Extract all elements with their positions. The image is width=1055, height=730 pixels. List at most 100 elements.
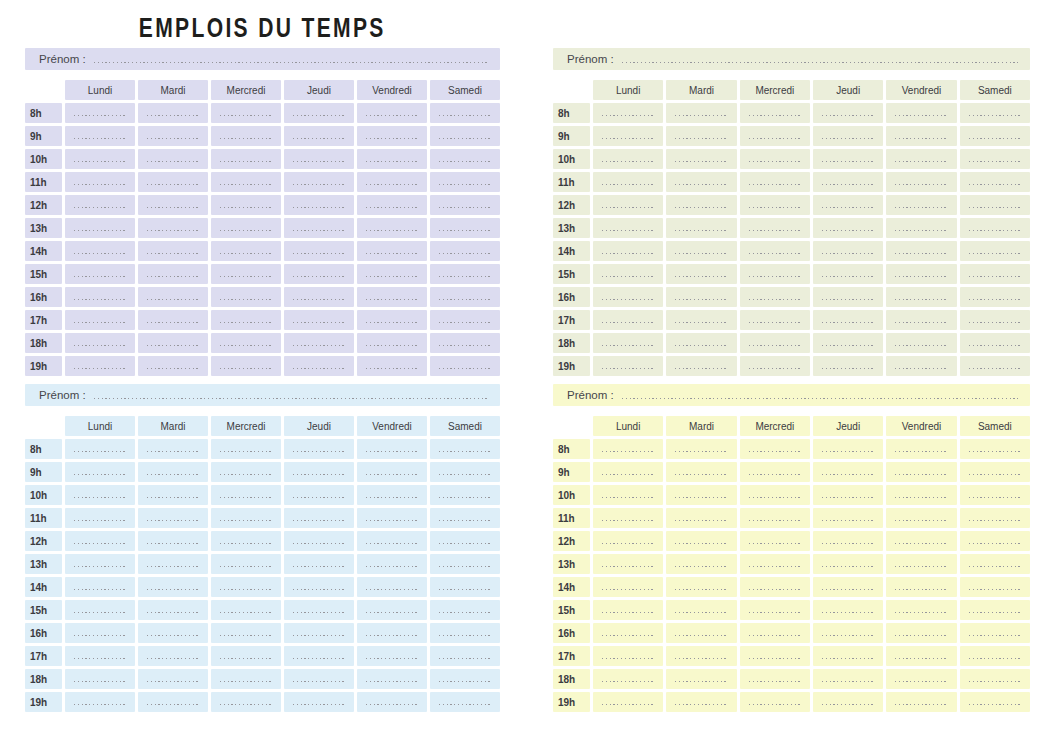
schedule-cell-lundi-9h[interactable] <box>593 126 663 146</box>
schedule-cell-jeudi-16h[interactable] <box>813 623 883 643</box>
schedule-cell-mercredi-11h[interactable] <box>740 508 810 528</box>
schedule-cell-mardi-13h[interactable] <box>138 554 208 574</box>
schedule-cell-mercredi-9h[interactable] <box>211 126 281 146</box>
schedule-cell-mercredi-17h[interactable] <box>211 646 281 666</box>
schedule-cell-mercredi-12h[interactable] <box>740 531 810 551</box>
schedule-cell-jeudi-12h[interactable] <box>284 531 354 551</box>
schedule-cell-vendredi-9h[interactable] <box>357 126 427 146</box>
prenom-fill-line[interactable] <box>622 62 1018 63</box>
schedule-cell-mercredi-17h[interactable] <box>740 310 810 330</box>
schedule-cell-samedi-17h[interactable] <box>960 310 1030 330</box>
schedule-cell-jeudi-19h[interactable] <box>813 356 883 376</box>
schedule-cell-samedi-11h[interactable] <box>430 172 500 192</box>
schedule-cell-mercredi-14h[interactable] <box>740 241 810 261</box>
schedule-cell-mercredi-18h[interactable] <box>740 669 810 689</box>
schedule-cell-mardi-8h[interactable] <box>138 439 208 459</box>
schedule-cell-lundi-10h[interactable] <box>593 485 663 505</box>
schedule-cell-jeudi-13h[interactable] <box>284 554 354 574</box>
schedule-cell-mercredi-11h[interactable] <box>211 508 281 528</box>
schedule-cell-vendredi-9h[interactable] <box>886 462 956 482</box>
schedule-cell-mardi-11h[interactable] <box>666 172 736 192</box>
schedule-cell-lundi-17h[interactable] <box>593 646 663 666</box>
schedule-cell-jeudi-18h[interactable] <box>284 669 354 689</box>
schedule-cell-lundi-12h[interactable] <box>65 531 135 551</box>
schedule-cell-mardi-13h[interactable] <box>666 218 736 238</box>
schedule-cell-vendredi-19h[interactable] <box>886 356 956 376</box>
schedule-cell-jeudi-14h[interactable] <box>813 241 883 261</box>
schedule-cell-lundi-16h[interactable] <box>65 623 135 643</box>
schedule-cell-mardi-14h[interactable] <box>138 577 208 597</box>
schedule-cell-mercredi-12h[interactable] <box>211 195 281 215</box>
schedule-cell-vendredi-11h[interactable] <box>886 508 956 528</box>
schedule-cell-mardi-10h[interactable] <box>138 149 208 169</box>
schedule-cell-mercredi-8h[interactable] <box>740 439 810 459</box>
schedule-cell-mercredi-8h[interactable] <box>211 439 281 459</box>
schedule-cell-samedi-15h[interactable] <box>960 264 1030 284</box>
schedule-cell-vendredi-17h[interactable] <box>886 310 956 330</box>
schedule-cell-lundi-10h[interactable] <box>65 485 135 505</box>
schedule-cell-jeudi-16h[interactable] <box>284 623 354 643</box>
schedule-cell-mardi-17h[interactable] <box>138 310 208 330</box>
schedule-cell-jeudi-17h[interactable] <box>284 310 354 330</box>
schedule-cell-lundi-13h[interactable] <box>593 218 663 238</box>
schedule-cell-mercredi-16h[interactable] <box>211 623 281 643</box>
schedule-cell-jeudi-14h[interactable] <box>284 577 354 597</box>
schedule-cell-mercredi-13h[interactable] <box>740 218 810 238</box>
schedule-cell-vendredi-8h[interactable] <box>886 439 956 459</box>
schedule-cell-samedi-10h[interactable] <box>430 149 500 169</box>
schedule-cell-mercredi-18h[interactable] <box>740 333 810 353</box>
schedule-cell-samedi-8h[interactable] <box>430 439 500 459</box>
schedule-cell-mardi-9h[interactable] <box>138 126 208 146</box>
schedule-cell-vendredi-13h[interactable] <box>886 218 956 238</box>
schedule-cell-samedi-16h[interactable] <box>960 287 1030 307</box>
schedule-cell-vendredi-9h[interactable] <box>357 462 427 482</box>
schedule-cell-mercredi-19h[interactable] <box>211 692 281 712</box>
schedule-cell-mardi-9h[interactable] <box>666 126 736 146</box>
schedule-cell-mardi-12h[interactable] <box>138 195 208 215</box>
schedule-cell-samedi-8h[interactable] <box>430 103 500 123</box>
schedule-cell-samedi-13h[interactable] <box>960 218 1030 238</box>
schedule-cell-mercredi-14h[interactable] <box>211 577 281 597</box>
schedule-cell-samedi-9h[interactable] <box>960 126 1030 146</box>
schedule-cell-mercredi-18h[interactable] <box>211 669 281 689</box>
schedule-cell-lundi-13h[interactable] <box>65 218 135 238</box>
schedule-cell-samedi-12h[interactable] <box>960 195 1030 215</box>
schedule-cell-samedi-18h[interactable] <box>960 333 1030 353</box>
schedule-cell-mardi-8h[interactable] <box>138 103 208 123</box>
schedule-cell-samedi-19h[interactable] <box>430 692 500 712</box>
schedule-cell-vendredi-19h[interactable] <box>886 692 956 712</box>
schedule-cell-samedi-19h[interactable] <box>430 356 500 376</box>
schedule-cell-lundi-8h[interactable] <box>65 103 135 123</box>
schedule-cell-lundi-15h[interactable] <box>65 600 135 620</box>
schedule-cell-jeudi-15h[interactable] <box>813 600 883 620</box>
schedule-cell-vendredi-14h[interactable] <box>886 577 956 597</box>
schedule-cell-jeudi-14h[interactable] <box>813 577 883 597</box>
schedule-cell-samedi-10h[interactable] <box>960 485 1030 505</box>
schedule-cell-lundi-15h[interactable] <box>593 264 663 284</box>
schedule-cell-jeudi-8h[interactable] <box>284 103 354 123</box>
schedule-cell-lundi-17h[interactable] <box>593 310 663 330</box>
schedule-cell-mercredi-11h[interactable] <box>740 172 810 192</box>
schedule-cell-mercredi-8h[interactable] <box>740 103 810 123</box>
schedule-cell-jeudi-17h[interactable] <box>284 646 354 666</box>
schedule-cell-samedi-18h[interactable] <box>960 669 1030 689</box>
schedule-cell-jeudi-9h[interactable] <box>284 462 354 482</box>
schedule-cell-lundi-11h[interactable] <box>65 508 135 528</box>
schedule-cell-lundi-17h[interactable] <box>65 310 135 330</box>
schedule-cell-samedi-18h[interactable] <box>430 669 500 689</box>
schedule-cell-jeudi-8h[interactable] <box>813 439 883 459</box>
schedule-cell-jeudi-10h[interactable] <box>813 485 883 505</box>
schedule-cell-vendredi-13h[interactable] <box>357 218 427 238</box>
schedule-cell-mercredi-10h[interactable] <box>740 149 810 169</box>
schedule-cell-mardi-11h[interactable] <box>138 508 208 528</box>
schedule-cell-samedi-13h[interactable] <box>430 554 500 574</box>
schedule-cell-lundi-18h[interactable] <box>593 333 663 353</box>
schedule-cell-jeudi-8h[interactable] <box>813 103 883 123</box>
schedule-cell-lundi-10h[interactable] <box>65 149 135 169</box>
schedule-cell-mercredi-9h[interactable] <box>211 462 281 482</box>
schedule-cell-mardi-18h[interactable] <box>138 333 208 353</box>
schedule-cell-vendredi-14h[interactable] <box>357 577 427 597</box>
schedule-cell-jeudi-16h[interactable] <box>813 287 883 307</box>
schedule-cell-lundi-19h[interactable] <box>593 692 663 712</box>
schedule-cell-mercredi-16h[interactable] <box>211 287 281 307</box>
